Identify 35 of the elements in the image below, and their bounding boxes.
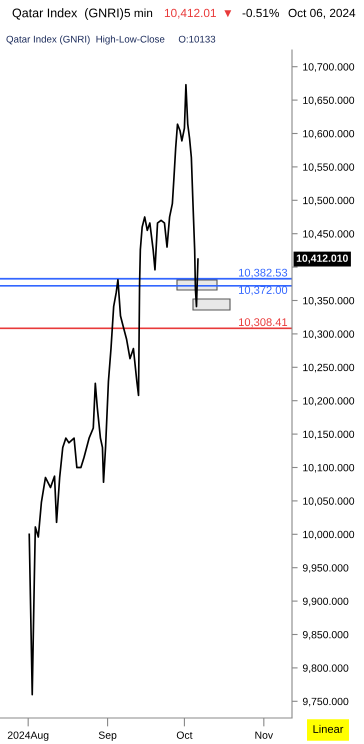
text: ▼ bbox=[224, 10, 232, 18]
x-tick-label: Nov bbox=[255, 732, 274, 739]
y-tick-label: 9,950.000 bbox=[302, 564, 348, 573]
y-tick-label: 9,750.000 bbox=[302, 698, 348, 706]
y-tick-label: 10,500.000 bbox=[303, 196, 354, 206]
y-tick-label: 10,600.000 bbox=[303, 130, 354, 139]
chart-title: Qatar Index (GNRI) bbox=[12, 8, 124, 20]
text: Linear bbox=[313, 724, 344, 733]
y-tick-label: 9,850.000 bbox=[302, 631, 348, 640]
y-tick-label: 10,250.000 bbox=[303, 364, 354, 372]
y-tick-label: 9,900.000 bbox=[302, 598, 348, 606]
y-tick-label: 10,350.000 bbox=[303, 297, 354, 306]
y-tick-label: 9,800.000 bbox=[302, 664, 348, 674]
x-tick-label: 2024Aug bbox=[8, 731, 48, 741]
x-tick-label: Oct bbox=[176, 731, 192, 739]
y-tick-label: 10,150.000 bbox=[303, 430, 354, 440]
y-tick-label: 10,450.000 bbox=[303, 230, 354, 239]
y-tick-label: 10,700.000 bbox=[303, 63, 354, 72]
text: 10,412.01 bbox=[164, 8, 216, 19]
y-tick-label: 10,000.000 bbox=[303, 530, 354, 540]
text: -0.51% bbox=[242, 8, 279, 18]
text: 10,412.010 bbox=[296, 254, 348, 264]
chart-subtitle: Qatar Index (GNRI) High-Low-Close O:10133 bbox=[6, 35, 216, 45]
text: 5 min bbox=[124, 8, 152, 18]
line-series bbox=[28, 84, 199, 696]
x-tick-label: Sep bbox=[98, 731, 116, 741]
y-tick-label: 10,650.000 bbox=[303, 96, 354, 106]
y-tick-label: 10,300.000 bbox=[303, 330, 354, 340]
ref-line-label: 10,308.41 bbox=[239, 318, 288, 328]
y-tick-label: 10,050.000 bbox=[303, 497, 354, 506]
y-tick-label: 10,550.000 bbox=[303, 163, 354, 172]
y-tick-label: 10,200.000 bbox=[303, 397, 354, 406]
ref-line-label: 10,382.53 bbox=[239, 268, 288, 278]
y-tick-label: 10,100.000 bbox=[303, 464, 354, 473]
text: Oct 06, 2024 bbox=[288, 8, 356, 19]
